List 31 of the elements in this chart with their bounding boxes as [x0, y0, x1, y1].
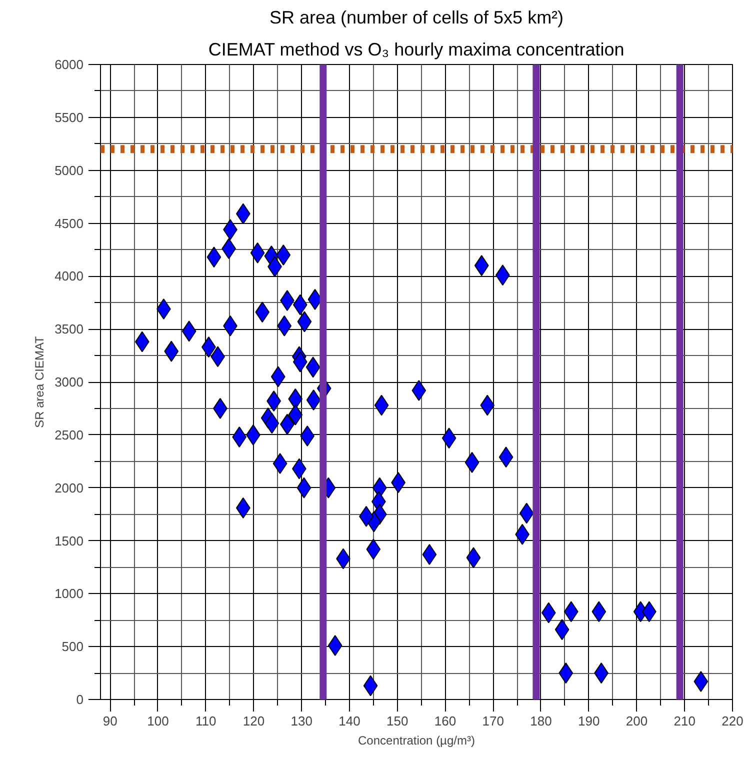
y-tick-label: 1500 [54, 533, 84, 548]
x-tick-label: 100 [147, 714, 169, 728]
x-tick-label: 140 [338, 714, 360, 728]
y-axis-title: SR area CIEMAT [32, 335, 47, 428]
x-tick-label: 170 [482, 714, 504, 728]
y-tick-label: 3500 [54, 322, 84, 337]
x-tick-label: 90 [102, 714, 118, 728]
x-tick-label: 200 [626, 714, 648, 728]
y-tick-label: 0 [76, 692, 84, 707]
x-tick-label: 150 [386, 714, 408, 728]
x-tick-label: 120 [242, 714, 265, 728]
y-tick-label: 5000 [54, 162, 84, 178]
x-tick-label: 210 [674, 714, 696, 728]
x-tick-label: 180 [530, 714, 552, 728]
x-tick-label: 220 [722, 714, 744, 728]
y-tick-label: 4500 [54, 216, 84, 231]
y-tick-label: 2000 [54, 480, 84, 496]
y-tick-label: 3000 [54, 374, 84, 390]
chart-subtitle: CIEMAT method vs O₃ hourly maxima concentration [208, 40, 624, 60]
y-tick-label: 6000 [54, 57, 84, 72]
y-tick-label: 5500 [54, 110, 84, 125]
y-tick-label: 1000 [54, 586, 84, 602]
x-tick-label: 190 [578, 714, 600, 728]
y-tick-label: 2500 [54, 427, 84, 442]
x-tick-label: 160 [434, 714, 456, 728]
chart-title: SR area (number of cells of 5x5 km²) [269, 8, 564, 28]
y-tick-label: 500 [62, 639, 84, 654]
y-tick-label: 4000 [54, 268, 84, 284]
x-tick-label: 110 [195, 714, 216, 728]
x-tick-label: 130 [290, 714, 312, 728]
x-axis-title: Concentration (µg/m³) [358, 734, 475, 748]
